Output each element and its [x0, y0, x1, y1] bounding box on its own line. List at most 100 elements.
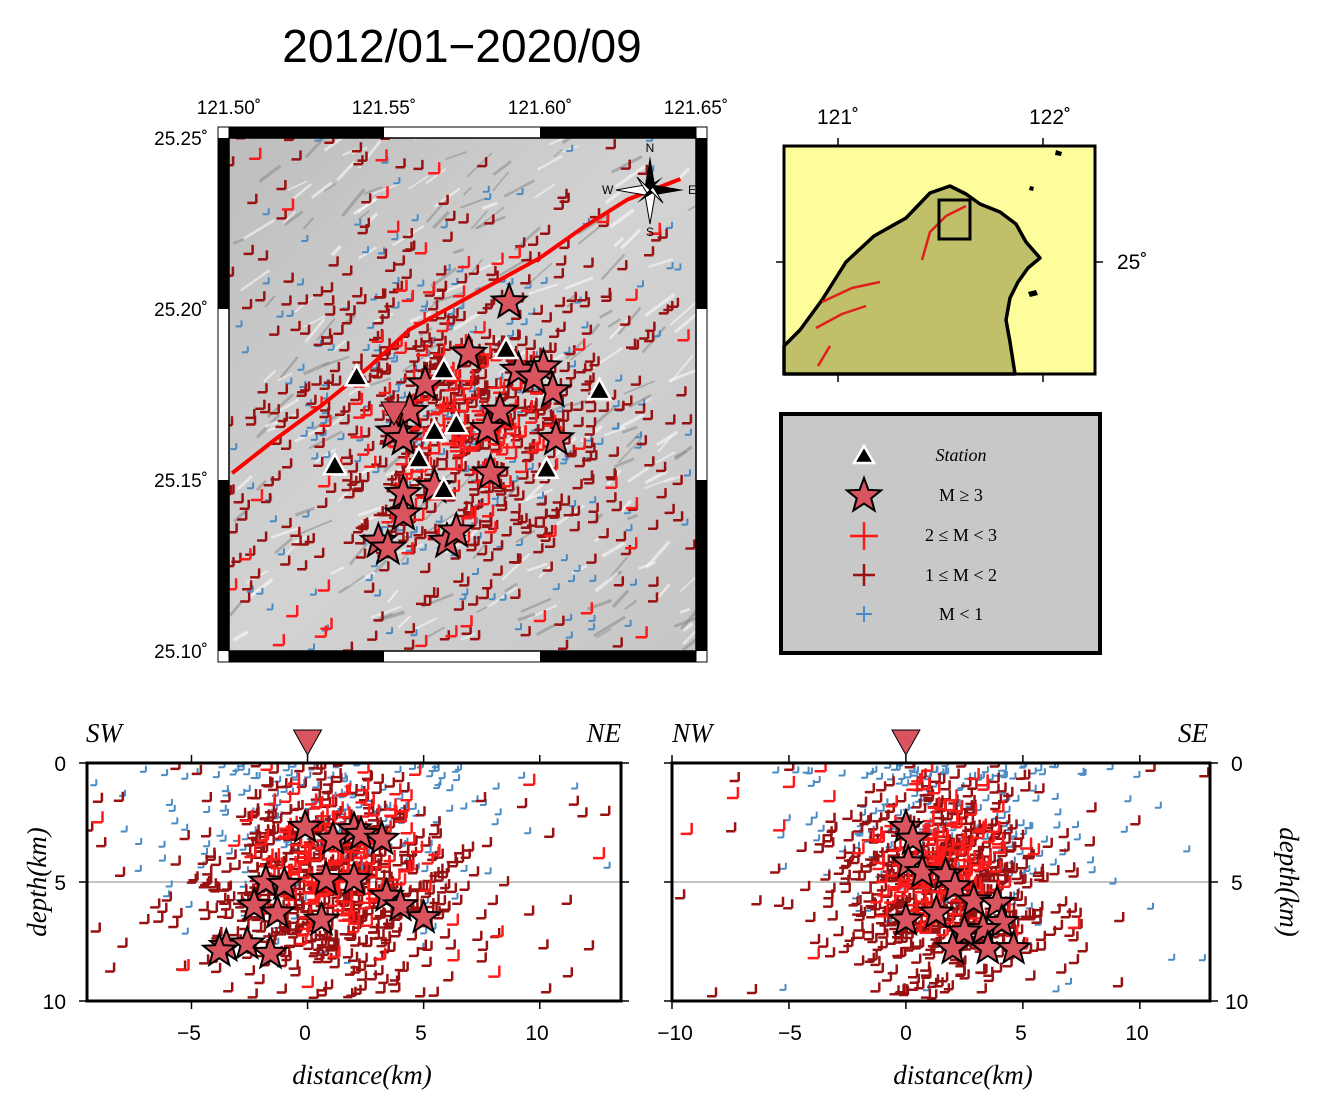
hypocenter-cross — [982, 794, 990, 802]
relief-ridge — [369, 182, 401, 196]
hypocenter-cross — [884, 763, 892, 769]
hypocenter-cross — [185, 900, 193, 908]
epicenter-cross — [418, 323, 429, 334]
relief-ridge — [258, 164, 282, 183]
hypocenter-cross — [443, 971, 454, 982]
lat-tick-label: 25.10˚ — [154, 642, 208, 663]
hypocenter-cross — [285, 937, 297, 949]
relief-ridge — [594, 405, 617, 425]
relief-ridge — [607, 318, 622, 328]
epicenter-cross — [440, 221, 448, 229]
epicenter-cross — [488, 433, 501, 446]
relief-ridge — [370, 605, 402, 619]
epicenter-cross — [542, 409, 553, 420]
cross-section-nw-se: NW SE 0 5 10 −10 −5 0 5 10 distance(km) … — [657, 718, 1304, 1090]
epicenter-cross — [296, 386, 307, 397]
epicenter-cross — [416, 344, 429, 357]
m3-star — [246, 862, 285, 899]
epicenter-cross — [605, 476, 618, 490]
hypocenter-cross — [824, 837, 835, 848]
epicenter-cross — [452, 444, 466, 457]
station-triangle — [533, 455, 560, 479]
epicenter-cross — [269, 515, 277, 523]
epicenter-cross — [352, 751, 358, 757]
hypocenter-cross — [211, 962, 222, 974]
hypocenter-cross — [329, 958, 340, 969]
hypocenter-cross — [1084, 836, 1095, 847]
epicenter-cross — [600, 287, 612, 298]
hypocenter-cross — [199, 954, 210, 965]
hypocenter-cross — [1124, 795, 1132, 803]
epicenter-cross — [169, 374, 175, 380]
epicenter-cross — [229, 156, 235, 167]
hypocenter-cross — [965, 803, 978, 817]
hypocenter-cross — [805, 818, 813, 826]
relief-ridge — [283, 210, 304, 226]
epicenter-cross — [404, 623, 416, 634]
hypocenter-cross — [384, 777, 396, 788]
epicenter-cross — [681, 518, 689, 526]
epicenter-cross — [554, 296, 566, 308]
hypocenter-cross — [1071, 907, 1082, 918]
epicenter-cross — [374, 288, 385, 299]
hypocenter-cross — [268, 780, 279, 792]
epicenter-cross — [586, 553, 597, 564]
hypocenter-cross — [236, 807, 247, 819]
epicenter-cross — [588, 513, 599, 524]
hypocenter-cross — [561, 894, 572, 906]
hypocenter-cross — [914, 937, 925, 948]
hypocenter-cross — [1022, 878, 1033, 889]
hypocenter-cross — [378, 973, 389, 985]
epicenter-cross — [569, 521, 580, 532]
hypocenter-cross — [487, 894, 498, 906]
epicenter-cross — [277, 548, 285, 556]
epicenter-cross — [250, 489, 264, 502]
hypocenter-cross — [306, 892, 319, 905]
hypocenter-cross — [783, 899, 794, 910]
hypocenter-cross — [908, 968, 919, 979]
hypocenter-cross — [408, 946, 420, 958]
epicenter-cross — [326, 482, 337, 494]
hypocenter-cross — [415, 806, 426, 817]
x-axis-label: distance(km) — [893, 1060, 1032, 1090]
hypocenter-cross — [171, 817, 179, 825]
relief-ridge — [332, 340, 346, 352]
inset-lon-tick: 122˚ — [1029, 106, 1071, 129]
relief-ridge — [627, 513, 639, 521]
epicenter-cross — [286, 605, 299, 618]
hypocenter-cross — [996, 782, 1007, 793]
relief-ridge — [682, 629, 696, 645]
epicenter-cross — [367, 321, 375, 329]
epicenter-cross — [560, 554, 568, 562]
epicenter-cross — [428, 300, 439, 311]
epicenter-cross — [525, 339, 536, 351]
epicenter-cross — [317, 579, 331, 592]
hypocenter-cross — [191, 764, 203, 776]
hypocenter-cross — [805, 911, 816, 923]
hypocenter-cross — [1012, 794, 1020, 802]
epicenter-cross — [486, 265, 497, 277]
hypocenter-cross — [346, 986, 357, 998]
epicenter-cross — [269, 404, 280, 415]
hypocenter-cross — [839, 858, 850, 870]
epicenter-cross — [437, 460, 448, 471]
hypocenter-cross — [304, 771, 312, 779]
hypocenter-cross — [827, 910, 838, 921]
hypocenter-cross — [113, 791, 125, 802]
relief-ridge — [621, 425, 638, 434]
hypocenter-cross — [949, 768, 960, 779]
relief-ridge — [600, 253, 626, 281]
hypocenter-cross — [358, 805, 371, 818]
epicenter-cross — [367, 630, 378, 641]
epicenter-cross — [608, 446, 619, 457]
hypocenter-cross — [870, 891, 883, 904]
relief-ridge — [628, 393, 652, 409]
hypocenter-cross — [331, 801, 344, 814]
relief-ridge — [488, 586, 518, 608]
epicenter-cross — [637, 280, 644, 288]
hypocenter-cross — [243, 768, 251, 776]
relief-ridge — [330, 244, 342, 257]
epicenter-cross — [525, 411, 538, 424]
epicenter-cross — [413, 159, 424, 171]
hypocenter-cross — [282, 804, 293, 815]
